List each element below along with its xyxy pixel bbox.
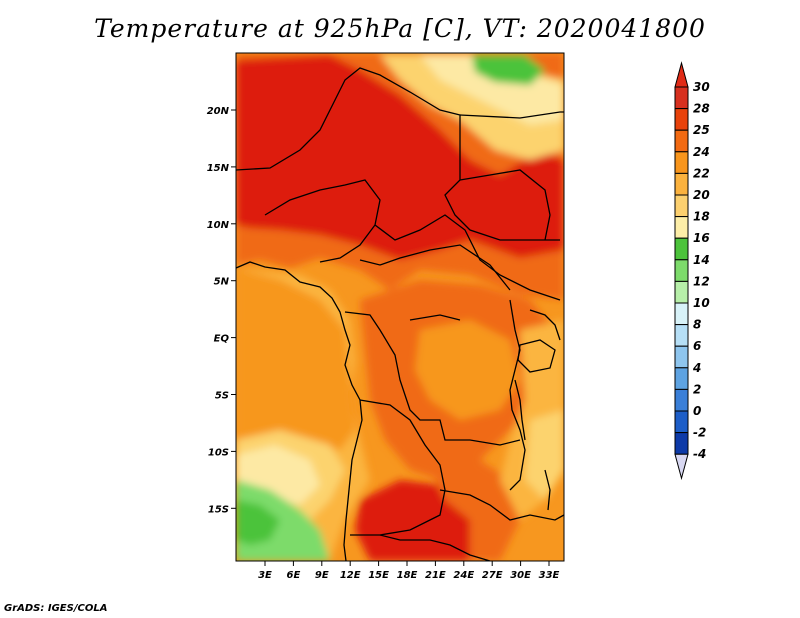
lat-label: 15N (207, 163, 230, 174)
colorbar-swatch (674, 108, 689, 131)
lon-label: 9E (315, 570, 329, 581)
lon-label: 27E (482, 570, 503, 581)
colorbar-label: 16 (693, 231, 710, 245)
border-north-east (459, 111, 564, 119)
colorbar-swatch (674, 324, 689, 347)
plot-title: Temperature at 925hPa [C], VT: 202004180… (94, 14, 706, 43)
latitude-axis: 20N 15N 10N 5N EQ 5S 10S 15S (207, 106, 236, 515)
border-sudan (459, 169, 551, 241)
colorbar-swatch (674, 129, 689, 153)
river-congo (409, 314, 461, 321)
colorbar-label: 25 (693, 123, 710, 137)
colorbar-label: 8 (693, 318, 701, 332)
field-sahara-pale (420, 55, 564, 125)
lat-label: 15S (208, 504, 229, 515)
colorbar-label: -2 (693, 426, 706, 440)
lon-label: 24E (453, 570, 474, 581)
colorbar-label: 28 (693, 102, 710, 116)
border-car (359, 244, 511, 291)
lat-label: 10N (207, 220, 230, 231)
colorbar-label: 0 (693, 404, 701, 418)
colorbar-swatch (674, 432, 689, 455)
colorbar-swatch (674, 172, 689, 196)
colorbar-swatch (674, 302, 689, 326)
temperature-field (236, 53, 564, 561)
colorbar-swatch (674, 216, 689, 239)
colorbar-swatch (674, 280, 689, 304)
border-drc-east (509, 299, 526, 491)
colorbar-bottom-arrow (674, 453, 689, 481)
colorbar-swatch (674, 410, 689, 434)
colorbar-label: 12 (693, 274, 710, 288)
border-chad (374, 214, 561, 301)
colorbar-swatch (674, 388, 689, 412)
colorbar-swatch (674, 237, 689, 261)
colorbar-swatch (674, 86, 689, 110)
border-south (379, 534, 491, 561)
colorbar-swatch (674, 367, 689, 390)
lon-label: 6E (287, 570, 301, 581)
colorbar-label: 10 (693, 296, 710, 310)
colorbar-top-arrow (674, 61, 689, 88)
field-southern-warm (430, 460, 520, 561)
border-east-lakes (529, 309, 561, 341)
lon-label: 33E (539, 570, 560, 581)
lon-label: 30E (510, 570, 531, 581)
colorbar-label: 14 (693, 253, 710, 267)
lake-victoria (517, 339, 556, 373)
map-frame (235, 52, 565, 562)
longitude-axis: 3E 6E 9E 12E 15E 18E 21E 24E 27E 30E 33E (258, 561, 560, 581)
lat-label: EQ (214, 334, 230, 345)
lon-label: 3E (258, 570, 272, 581)
colorbar-label: 2 (693, 382, 701, 396)
field-north-green (472, 55, 545, 85)
lat-label: 20N (207, 106, 230, 117)
colorbar-label: 30 (693, 80, 710, 94)
colorbar-label: 24 (693, 145, 710, 159)
lat-label: 5N (214, 277, 230, 288)
lon-label: 21E (425, 570, 446, 581)
colorbar-swatch (674, 345, 689, 369)
border-nigeria (264, 179, 381, 263)
lake-tanganyika (514, 379, 526, 441)
colorbar-label: -4 (693, 447, 706, 461)
colorbar-label: 6 (693, 339, 701, 353)
lake-malawi (544, 469, 551, 511)
border-zambia (439, 489, 564, 521)
boundaries (236, 67, 564, 561)
colorbar-swatch (674, 151, 689, 174)
grads-credit: GrADS: IGES/COLA (4, 603, 108, 614)
lon-label: 18E (397, 570, 418, 581)
field-coastal-orange (236, 268, 355, 455)
colorbar-label: 22 (693, 166, 710, 180)
field-east-pale (525, 410, 564, 500)
colorbar-swatch (674, 259, 689, 282)
colorbar-label: 20 (693, 188, 710, 202)
colorbar-label: 18 (693, 210, 710, 224)
border-congo (344, 311, 521, 446)
field-south-green-bright (236, 500, 280, 545)
colorbar-label: 4 (692, 361, 701, 375)
field-very-hot (236, 55, 564, 260)
lat-label: 5S (215, 391, 229, 402)
field-congo-mid (415, 320, 520, 420)
coastline (236, 261, 363, 561)
lon-label: 15E (368, 570, 389, 581)
lon-label: 12E (340, 570, 361, 581)
border-angola (350, 399, 446, 536)
lat-label: 10S (208, 447, 229, 458)
colorbar-swatch (674, 194, 689, 218)
border-north (236, 67, 560, 241)
